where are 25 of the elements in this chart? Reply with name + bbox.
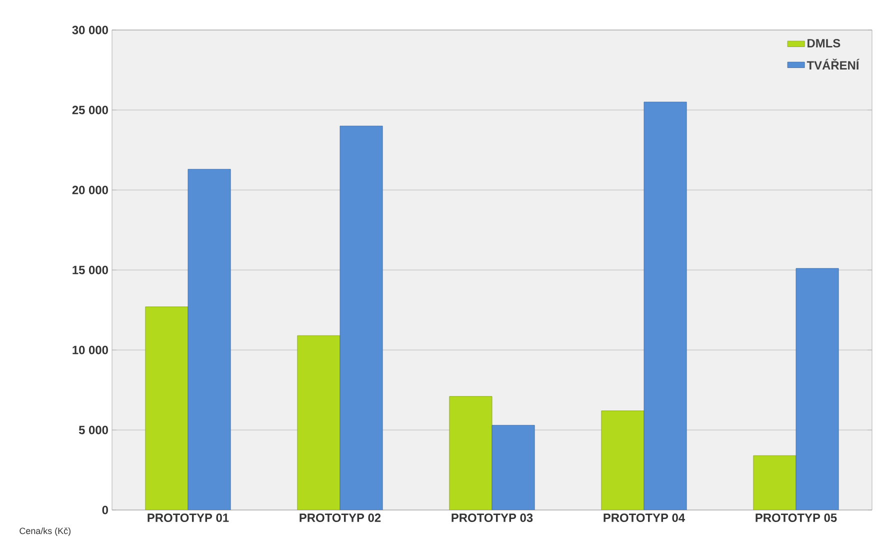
bar bbox=[340, 126, 383, 510]
y-tick-label: 10 000 bbox=[72, 346, 108, 354]
legend-label: TVÁŘENÍ bbox=[806, 58, 860, 70]
x-tick-label: PROTOTYP 02 bbox=[300, 514, 381, 522]
y-axis-title: Cena/ks (Kč) bbox=[20, 527, 70, 536]
bar bbox=[449, 396, 492, 510]
y-tick-label: 20 000 bbox=[72, 186, 108, 194]
legend-label: DMLS bbox=[808, 38, 840, 48]
y-tick-label: 0 bbox=[102, 506, 108, 514]
y-tick-label: 5 000 bbox=[78, 426, 108, 434]
bar bbox=[492, 425, 535, 510]
y-tick-label: 15 000 bbox=[72, 266, 108, 274]
bar bbox=[297, 335, 340, 510]
x-tick-label: PROTOTYP 03 bbox=[452, 514, 533, 522]
bar bbox=[601, 410, 644, 510]
bar bbox=[145, 306, 188, 510]
x-tick-label: PROTOTYP 01 bbox=[148, 514, 229, 522]
bar bbox=[188, 169, 231, 510]
x-tick-label: PROTOTYP 05 bbox=[756, 514, 837, 522]
bar bbox=[644, 102, 687, 510]
y-tick-label: 30 000 bbox=[72, 26, 108, 34]
y-tick-label: 25 000 bbox=[72, 106, 108, 114]
x-tick-label: PROTOTYP 04 bbox=[604, 514, 686, 522]
bar bbox=[753, 455, 796, 510]
bar bbox=[796, 268, 839, 510]
